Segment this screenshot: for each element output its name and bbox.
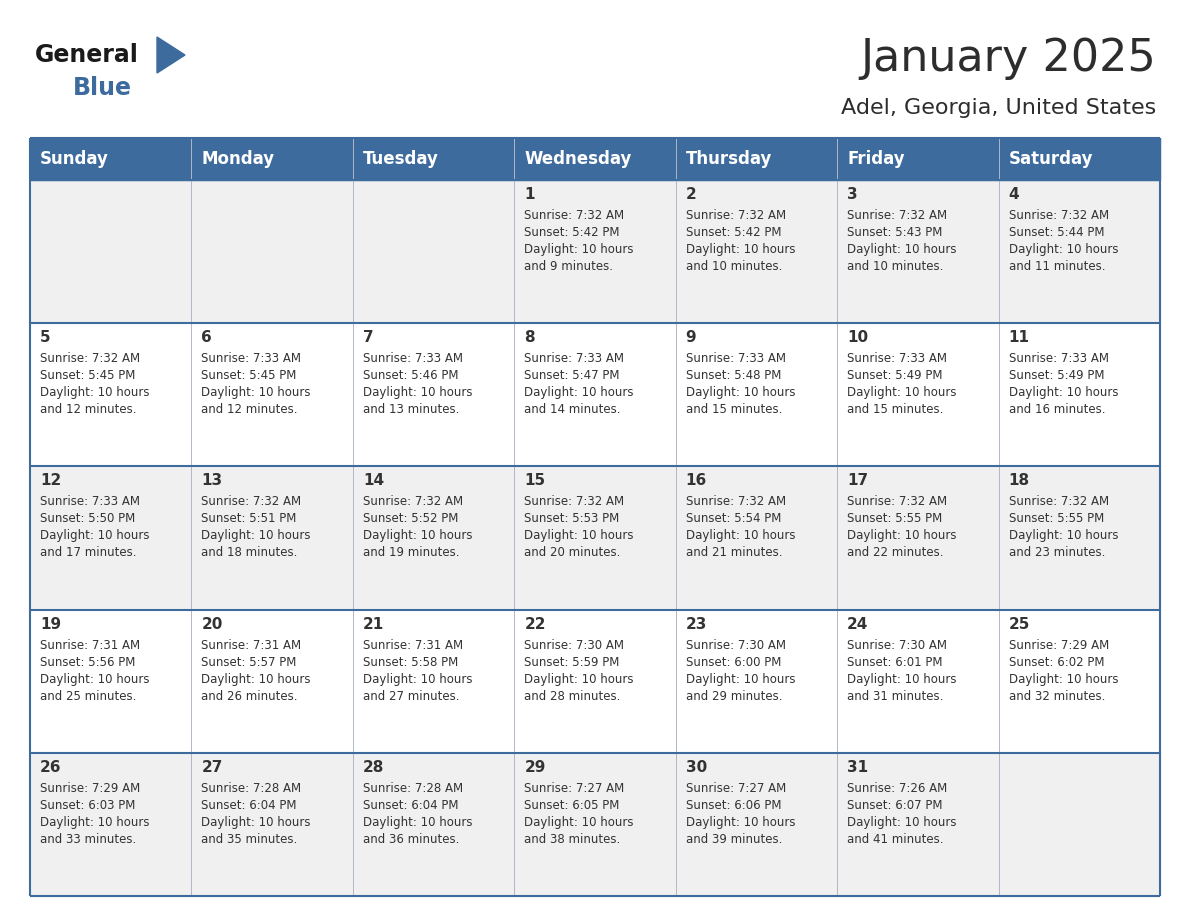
Text: 17: 17 (847, 474, 868, 488)
Text: 13: 13 (202, 474, 222, 488)
Text: Sunday: Sunday (40, 150, 109, 168)
Text: Friday: Friday (847, 150, 905, 168)
Text: 16: 16 (685, 474, 707, 488)
Bar (30, 180, 1159, 323)
Text: Sunrise: 7:30 AM
Sunset: 6:01 PM
Daylight: 10 hours
and 31 minutes.: Sunrise: 7:30 AM Sunset: 6:01 PM Dayligh… (847, 639, 956, 702)
Text: Sunrise: 7:29 AM
Sunset: 6:02 PM
Daylight: 10 hours
and 32 minutes.: Sunrise: 7:29 AM Sunset: 6:02 PM Dayligh… (1009, 639, 1118, 702)
Text: 22: 22 (524, 617, 545, 632)
Text: 1: 1 (524, 187, 535, 202)
Text: 12: 12 (40, 474, 62, 488)
Text: Sunrise: 7:32 AM
Sunset: 5:52 PM
Daylight: 10 hours
and 19 minutes.: Sunrise: 7:32 AM Sunset: 5:52 PM Dayligh… (362, 496, 473, 559)
Text: 6: 6 (202, 330, 213, 345)
Text: Sunrise: 7:33 AM
Sunset: 5:45 PM
Daylight: 10 hours
and 12 minutes.: Sunrise: 7:33 AM Sunset: 5:45 PM Dayligh… (202, 353, 311, 416)
Text: 18: 18 (1009, 474, 1030, 488)
Text: 29: 29 (524, 760, 545, 775)
Text: Sunrise: 7:32 AM
Sunset: 5:43 PM
Daylight: 10 hours
and 10 minutes.: Sunrise: 7:32 AM Sunset: 5:43 PM Dayligh… (847, 209, 956, 273)
Bar (30, 610, 1159, 753)
Text: Sunrise: 7:30 AM
Sunset: 6:00 PM
Daylight: 10 hours
and 29 minutes.: Sunrise: 7:30 AM Sunset: 6:00 PM Dayligh… (685, 639, 795, 702)
Text: 26: 26 (40, 760, 62, 775)
Text: Sunrise: 7:28 AM
Sunset: 6:04 PM
Daylight: 10 hours
and 36 minutes.: Sunrise: 7:28 AM Sunset: 6:04 PM Dayligh… (362, 782, 473, 845)
Text: Sunrise: 7:33 AM
Sunset: 5:49 PM
Daylight: 10 hours
and 15 minutes.: Sunrise: 7:33 AM Sunset: 5:49 PM Dayligh… (847, 353, 956, 416)
Text: January 2025: January 2025 (860, 37, 1156, 80)
Text: Sunrise: 7:33 AM
Sunset: 5:46 PM
Daylight: 10 hours
and 13 minutes.: Sunrise: 7:33 AM Sunset: 5:46 PM Dayligh… (362, 353, 473, 416)
Text: Sunrise: 7:32 AM
Sunset: 5:51 PM
Daylight: 10 hours
and 18 minutes.: Sunrise: 7:32 AM Sunset: 5:51 PM Dayligh… (202, 496, 311, 559)
Text: 21: 21 (362, 617, 384, 632)
Text: Sunrise: 7:32 AM
Sunset: 5:42 PM
Daylight: 10 hours
and 9 minutes.: Sunrise: 7:32 AM Sunset: 5:42 PM Dayligh… (524, 209, 633, 273)
Text: 14: 14 (362, 474, 384, 488)
Text: 15: 15 (524, 474, 545, 488)
Text: 4: 4 (1009, 187, 1019, 202)
Text: 3: 3 (847, 187, 858, 202)
Text: 27: 27 (202, 760, 223, 775)
Text: 30: 30 (685, 760, 707, 775)
Text: Saturday: Saturday (1009, 150, 1093, 168)
Text: 25: 25 (1009, 617, 1030, 632)
Text: 8: 8 (524, 330, 535, 345)
Bar (30, 138, 1159, 180)
Text: Wednesday: Wednesday (524, 150, 632, 168)
Text: 24: 24 (847, 617, 868, 632)
Text: General: General (34, 43, 139, 67)
Text: Tuesday: Tuesday (362, 150, 438, 168)
Text: Sunrise: 7:32 AM
Sunset: 5:55 PM
Daylight: 10 hours
and 22 minutes.: Sunrise: 7:32 AM Sunset: 5:55 PM Dayligh… (847, 496, 956, 559)
Text: 28: 28 (362, 760, 384, 775)
Text: Sunrise: 7:32 AM
Sunset: 5:45 PM
Daylight: 10 hours
and 12 minutes.: Sunrise: 7:32 AM Sunset: 5:45 PM Dayligh… (40, 353, 150, 416)
Bar (30, 753, 1159, 896)
Text: Sunrise: 7:32 AM
Sunset: 5:42 PM
Daylight: 10 hours
and 10 minutes.: Sunrise: 7:32 AM Sunset: 5:42 PM Dayligh… (685, 209, 795, 273)
Text: Sunrise: 7:33 AM
Sunset: 5:47 PM
Daylight: 10 hours
and 14 minutes.: Sunrise: 7:33 AM Sunset: 5:47 PM Dayligh… (524, 353, 633, 416)
Text: Sunrise: 7:32 AM
Sunset: 5:44 PM
Daylight: 10 hours
and 11 minutes.: Sunrise: 7:32 AM Sunset: 5:44 PM Dayligh… (1009, 209, 1118, 273)
Text: Sunrise: 7:31 AM
Sunset: 5:56 PM
Daylight: 10 hours
and 25 minutes.: Sunrise: 7:31 AM Sunset: 5:56 PM Dayligh… (40, 639, 150, 702)
Text: Sunrise: 7:31 AM
Sunset: 5:58 PM
Daylight: 10 hours
and 27 minutes.: Sunrise: 7:31 AM Sunset: 5:58 PM Dayligh… (362, 639, 473, 702)
Text: Sunrise: 7:33 AM
Sunset: 5:50 PM
Daylight: 10 hours
and 17 minutes.: Sunrise: 7:33 AM Sunset: 5:50 PM Dayligh… (40, 496, 150, 559)
Text: Blue: Blue (72, 76, 132, 100)
Text: 9: 9 (685, 330, 696, 345)
Text: 20: 20 (202, 617, 223, 632)
Text: 10: 10 (847, 330, 868, 345)
Bar (30, 323, 1159, 466)
Text: Sunrise: 7:27 AM
Sunset: 6:06 PM
Daylight: 10 hours
and 39 minutes.: Sunrise: 7:27 AM Sunset: 6:06 PM Dayligh… (685, 782, 795, 845)
Polygon shape (157, 37, 185, 73)
Text: Sunrise: 7:32 AM
Sunset: 5:53 PM
Daylight: 10 hours
and 20 minutes.: Sunrise: 7:32 AM Sunset: 5:53 PM Dayligh… (524, 496, 633, 559)
Text: 5: 5 (40, 330, 51, 345)
Text: Sunrise: 7:30 AM
Sunset: 5:59 PM
Daylight: 10 hours
and 28 minutes.: Sunrise: 7:30 AM Sunset: 5:59 PM Dayligh… (524, 639, 633, 702)
Text: 31: 31 (847, 760, 868, 775)
Text: Sunrise: 7:32 AM
Sunset: 5:54 PM
Daylight: 10 hours
and 21 minutes.: Sunrise: 7:32 AM Sunset: 5:54 PM Dayligh… (685, 496, 795, 559)
Text: Sunrise: 7:32 AM
Sunset: 5:55 PM
Daylight: 10 hours
and 23 minutes.: Sunrise: 7:32 AM Sunset: 5:55 PM Dayligh… (1009, 496, 1118, 559)
Text: Adel, Georgia, United States: Adel, Georgia, United States (841, 98, 1156, 118)
Text: Sunrise: 7:33 AM
Sunset: 5:49 PM
Daylight: 10 hours
and 16 minutes.: Sunrise: 7:33 AM Sunset: 5:49 PM Dayligh… (1009, 353, 1118, 416)
Text: 23: 23 (685, 617, 707, 632)
Text: 11: 11 (1009, 330, 1030, 345)
Bar (30, 466, 1159, 610)
Text: Sunrise: 7:33 AM
Sunset: 5:48 PM
Daylight: 10 hours
and 15 minutes.: Sunrise: 7:33 AM Sunset: 5:48 PM Dayligh… (685, 353, 795, 416)
Text: Sunrise: 7:28 AM
Sunset: 6:04 PM
Daylight: 10 hours
and 35 minutes.: Sunrise: 7:28 AM Sunset: 6:04 PM Dayligh… (202, 782, 311, 845)
Text: Sunrise: 7:31 AM
Sunset: 5:57 PM
Daylight: 10 hours
and 26 minutes.: Sunrise: 7:31 AM Sunset: 5:57 PM Dayligh… (202, 639, 311, 702)
Text: Monday: Monday (202, 150, 274, 168)
Text: 7: 7 (362, 330, 373, 345)
Text: Sunrise: 7:27 AM
Sunset: 6:05 PM
Daylight: 10 hours
and 38 minutes.: Sunrise: 7:27 AM Sunset: 6:05 PM Dayligh… (524, 782, 633, 845)
Text: 2: 2 (685, 187, 696, 202)
Text: 19: 19 (40, 617, 61, 632)
Text: Sunrise: 7:26 AM
Sunset: 6:07 PM
Daylight: 10 hours
and 41 minutes.: Sunrise: 7:26 AM Sunset: 6:07 PM Dayligh… (847, 782, 956, 845)
Text: Sunrise: 7:29 AM
Sunset: 6:03 PM
Daylight: 10 hours
and 33 minutes.: Sunrise: 7:29 AM Sunset: 6:03 PM Dayligh… (40, 782, 150, 845)
Text: Thursday: Thursday (685, 150, 772, 168)
